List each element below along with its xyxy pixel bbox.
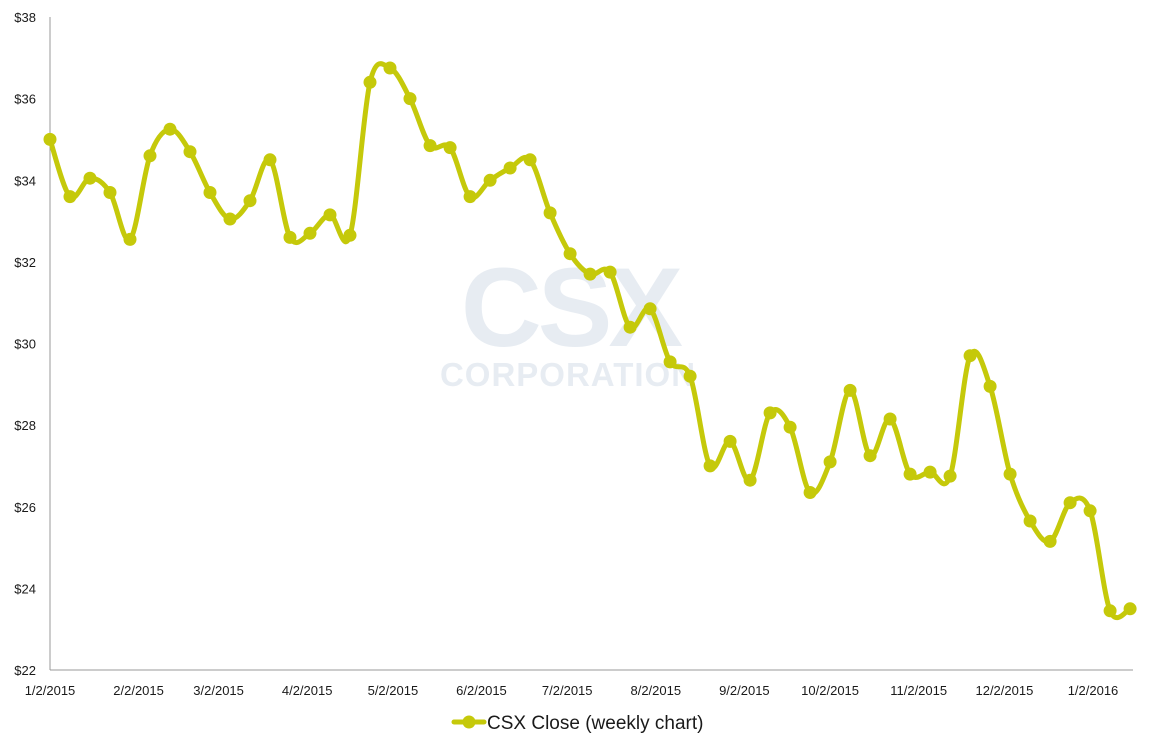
data-point (503, 161, 517, 175)
x-tick-label: 1/2/2016 (1068, 683, 1119, 698)
x-tick-label: 1/2/2015 (25, 683, 76, 698)
data-point (203, 186, 217, 199)
data-point (283, 230, 297, 244)
legend-label: CSX Close (weekly chart) (487, 713, 703, 734)
data-point (743, 473, 757, 487)
data-point (703, 459, 717, 473)
data-point (1063, 496, 1077, 510)
x-tick-label: 9/2/2015 (719, 683, 770, 698)
data-point (83, 171, 97, 185)
data-point (783, 420, 797, 434)
data-point (1103, 604, 1117, 618)
data-point (803, 486, 817, 499)
y-tick-label: $38 (14, 10, 36, 25)
data-point (263, 153, 277, 167)
data-point (63, 190, 77, 204)
x-tick-label: 11/2/2015 (890, 683, 947, 698)
data-point (943, 469, 957, 483)
data-point (603, 265, 617, 279)
data-point (123, 232, 137, 246)
y-tick-label: $22 (14, 663, 36, 678)
data-point (163, 122, 177, 136)
data-point (463, 190, 477, 204)
data-point (683, 369, 697, 383)
x-tick-label: 6/2/2015 (456, 683, 507, 698)
data-point (223, 212, 237, 226)
series-layer (43, 61, 1137, 620)
data-point (723, 434, 737, 448)
data-point (363, 75, 377, 89)
data-point (343, 228, 357, 242)
data-point (543, 206, 557, 220)
data-point (43, 132, 57, 146)
x-tick-label: 2/2/2015 (113, 683, 164, 698)
data-point (383, 61, 397, 75)
y-tick-label: $34 (14, 173, 36, 188)
data-point (1023, 514, 1037, 528)
data-point (1123, 602, 1137, 616)
data-point (563, 247, 577, 261)
data-point (923, 465, 937, 479)
y-tick-label: $24 (14, 581, 36, 596)
data-point (863, 449, 877, 463)
data-point (903, 467, 917, 481)
data-point (243, 194, 257, 208)
data-point (1003, 467, 1017, 481)
x-tick-label: 12/2/2015 (975, 683, 1033, 698)
data-point (963, 349, 977, 363)
data-point (323, 208, 337, 222)
data-point (1043, 534, 1057, 548)
data-point (983, 379, 997, 393)
data-point (623, 320, 637, 334)
data-point (143, 149, 157, 163)
data-point (843, 383, 857, 397)
x-tick-label: 5/2/2015 (368, 683, 419, 698)
x-tick-label: 3/2/2015 (193, 683, 244, 698)
data-point (423, 139, 437, 153)
data-point (443, 141, 457, 155)
data-point (583, 267, 597, 281)
x-tick-label: 7/2/2015 (542, 683, 593, 698)
y-tick-label: $28 (14, 418, 36, 433)
data-point (303, 226, 317, 240)
data-point (663, 355, 677, 369)
x-tick-label: 10/2/2015 (801, 683, 859, 698)
y-tick-label: $36 (14, 92, 36, 107)
legend: CSX Close (weekly chart) (451, 713, 703, 734)
y-tick-label: $30 (14, 337, 36, 352)
data-point (1083, 504, 1097, 518)
chart-axes (49, 17, 1133, 671)
data-point (183, 145, 197, 159)
x-tick-label: 8/2/2015 (630, 683, 681, 698)
watermark-logo-subtext: CORPORATION (440, 356, 696, 393)
y-tick-label: $32 (14, 255, 36, 270)
data-point (643, 302, 657, 316)
y-tick-label: $26 (14, 500, 36, 515)
data-point (483, 173, 497, 187)
x-tick-labels: 1/2/2015 2/2/2015 3/2/2015 4/2/2015 5/2/2015… (25, 683, 1119, 698)
legend-marker-swatch (462, 715, 476, 729)
data-point (823, 455, 837, 469)
data-point (403, 92, 417, 106)
data-point (883, 412, 897, 426)
x-tick-label: 4/2/2015 (282, 683, 333, 698)
data-point (103, 186, 117, 199)
data-point (523, 153, 537, 167)
y-tick-labels: $22 $24 $26 $28 $30 $32 $34 $36 $38 (14, 10, 36, 678)
data-point (763, 406, 777, 420)
